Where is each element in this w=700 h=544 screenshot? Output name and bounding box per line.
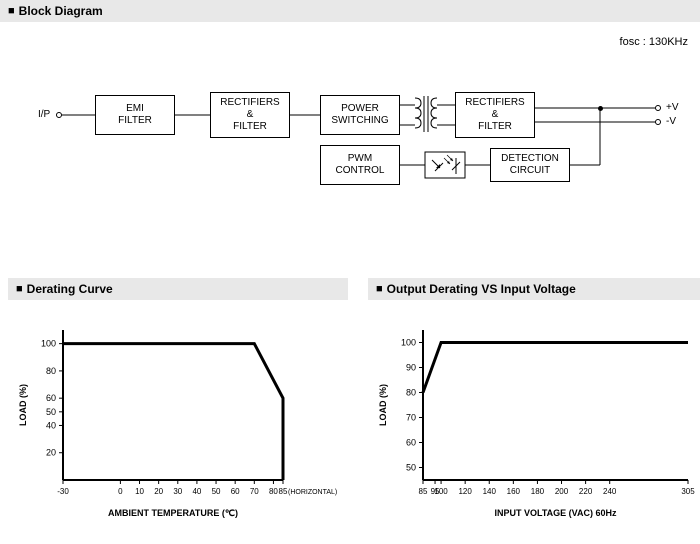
svg-text:0: 0 [118,487,123,496]
derating-header: Derating Curve [8,278,348,300]
output-derating-header: Output Derating VS Input Voltage [368,278,700,300]
svg-text:90: 90 [406,363,416,373]
svg-text:80: 80 [406,388,416,398]
derating-chart: 2040506080100-300102030405060708085LOAD … [8,320,348,540]
svg-text:(HORIZONTAL): (HORIZONTAL) [288,489,337,496]
ip-label: I/P [38,109,50,120]
svg-text:120: 120 [458,487,472,496]
charts-row: Derating Curve 20 40 50 60 80 100 -30 0 10 20 30 40… [0,278,700,540]
svg-text:60: 60 [231,487,240,496]
rectifier1-box: RECTIFIERS & FILTER [210,92,290,138]
svg-text:60: 60 [406,438,416,448]
svg-text:LOAD (%): LOAD (%) [378,384,388,426]
svg-text:100: 100 [41,339,56,349]
vp-terminal [655,105,661,111]
svg-text:85: 85 [279,487,288,496]
svg-text:50: 50 [406,463,416,473]
svg-text:85: 85 [419,487,428,496]
svg-text:100: 100 [401,338,416,348]
junction-dot [598,106,603,111]
vp-label: +V [666,102,679,113]
svg-text:AMBIENT TEMPERATURE (℃): AMBIENT TEMPERATURE (℃) [108,508,238,518]
svg-text:70: 70 [250,487,259,496]
svg-text:80: 80 [269,487,278,496]
svg-text:305: 305 [681,487,695,496]
svg-text:100: 100 [434,487,448,496]
svg-text:-30: -30 [57,487,69,496]
svg-text:INPUT VOLTAGE (VAC) 60Hz: INPUT VOLTAGE (VAC) 60Hz [494,508,617,518]
svg-text:240: 240 [603,487,617,496]
svg-text:180: 180 [531,487,545,496]
output-derating-chart-col: Output Derating VS Input Voltage 50 60 70 8… [368,278,700,540]
svg-text:60: 60 [46,393,56,403]
block-diagram-section: Block Diagram fosc : 130KHz [0,0,700,270]
svg-text:30: 30 [173,487,182,496]
svg-text:50: 50 [46,407,56,417]
block-diagram-header: Block Diagram [0,0,700,22]
detection-box: DETECTION CIRCUIT [490,148,570,182]
svg-text:80: 80 [46,366,56,376]
pwm-control-box: PWM CONTROL [320,145,400,185]
svg-text:140: 140 [483,487,497,496]
ip-terminal [56,112,62,118]
svg-text:200: 200 [555,487,569,496]
fosc-label: fosc : 130KHz [620,36,688,48]
power-switching-box: POWER SWITCHING [320,95,400,135]
svg-text:70: 70 [406,413,416,423]
output-derating-chart: 5060708090100859510012014016018020022024… [368,320,700,540]
derating-chart-col: Derating Curve 20 40 50 60 80 100 -30 0 10 20 30 40… [8,278,348,540]
svg-text:220: 220 [579,487,593,496]
svg-text:50: 50 [212,487,221,496]
svg-text:40: 40 [192,487,201,496]
block-diagram: I/P EMI FILTER RECTIFIERS & FILTER POWER… [0,80,700,240]
rectifier2-box: RECTIFIERS & FILTER [455,92,535,138]
svg-text:160: 160 [507,487,521,496]
svg-text:40: 40 [46,420,56,430]
emi-filter-box: EMI FILTER [95,95,175,135]
vn-terminal [655,119,661,125]
svg-text:10: 10 [135,487,144,496]
svg-text:LOAD (%): LOAD (%) [18,384,28,426]
svg-text:20: 20 [46,448,56,458]
svg-text:20: 20 [154,487,163,496]
vn-label: -V [666,116,676,127]
